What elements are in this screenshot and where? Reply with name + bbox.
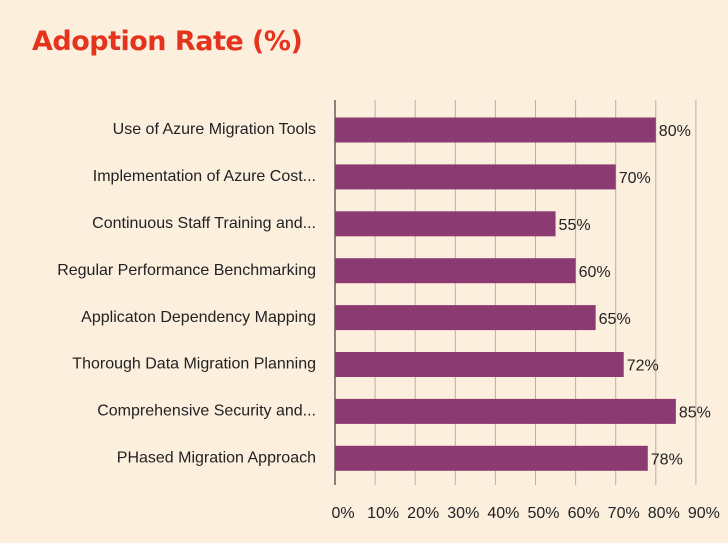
bar — [335, 117, 656, 143]
category-label: Implementation of Azure Cost... — [93, 168, 316, 185]
x-tick-label: 80% — [648, 505, 680, 522]
x-tick-label: 40% — [487, 505, 519, 522]
x-tick-label: 10% — [367, 505, 399, 522]
category-label: Comprehensive Security and... — [97, 403, 316, 420]
bar-value-label: 72% — [627, 358, 659, 375]
bar-value-label: 78% — [651, 452, 683, 469]
category-labels: Use of Azure Migration Tools Implementati… — [57, 121, 316, 466]
chart-title: Adoption Rate (%) — [32, 26, 303, 57]
category-label: Use of Azure Migration Tools — [113, 121, 316, 138]
bar — [335, 352, 624, 377]
category-label: PHased Migration Approach — [117, 450, 316, 467]
x-tick-label: 20% — [407, 505, 439, 522]
x-tick-label: 0% — [331, 505, 354, 522]
x-axis-ticks: 0% 10% 20% 30% 40% 50% 60% 70% 80% 90% — [331, 505, 719, 522]
category-label: Thorough Data Migration Planning — [72, 356, 316, 373]
category-label: Continuous Staff Training and... — [92, 215, 316, 232]
bar — [335, 305, 596, 331]
gridlines — [334, 100, 697, 485]
x-tick-label: 60% — [568, 505, 600, 522]
category-label: Applicaton Dependency Mapping — [81, 309, 316, 326]
bar-value-label: 65% — [599, 311, 631, 328]
bar — [335, 445, 648, 471]
x-tick-label: 70% — [608, 505, 640, 522]
bar-value-label: 85% — [679, 405, 711, 422]
bar-value-label: 60% — [579, 264, 611, 281]
bar-value-label: 70% — [619, 170, 651, 187]
bar — [335, 398, 676, 424]
bar — [335, 164, 616, 190]
x-tick-label: 30% — [447, 505, 479, 522]
bar — [335, 258, 576, 284]
bar-value-label: 80% — [659, 123, 691, 140]
bar — [335, 211, 556, 237]
value-labels: 80% 70% 55% 60% 65% 72% 85% 78% — [559, 123, 711, 468]
x-tick-label: 50% — [527, 505, 559, 522]
x-tick-label: 90% — [688, 505, 720, 522]
bar-value-label: 55% — [559, 217, 591, 234]
bars — [335, 117, 676, 471]
category-label: Regular Performance Benchmarking — [57, 262, 316, 279]
